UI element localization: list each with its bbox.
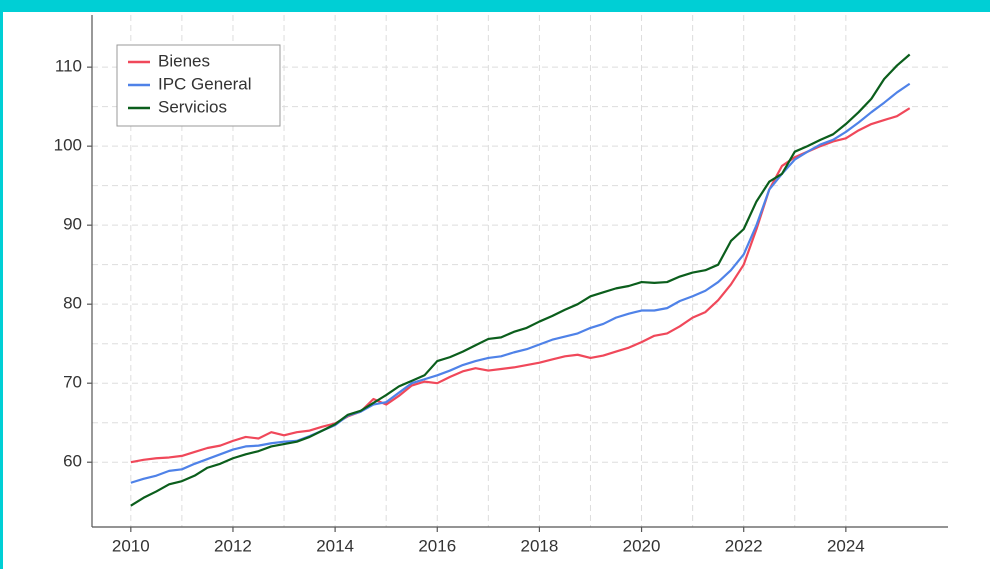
x-tick-label: 2012	[214, 536, 252, 555]
legend-label: IPC General	[158, 74, 252, 93]
x-tick-label: 2014	[316, 536, 354, 555]
y-tick-label: 70	[63, 373, 82, 392]
series-line	[130, 82, 911, 484]
series-line	[130, 107, 911, 464]
left-border	[0, 0, 3, 569]
legend-label: Bienes	[158, 51, 210, 70]
y-tick-label: 80	[63, 294, 82, 313]
top-band	[0, 0, 990, 12]
legend-label: Servicios	[158, 97, 227, 116]
x-tick-label: 2016	[418, 536, 456, 555]
x-tick-label: 2010	[112, 536, 150, 555]
y-tick-label: 110	[55, 57, 82, 76]
lines	[130, 53, 911, 507]
y-tick-label: 90	[63, 215, 82, 234]
x-tick-label: 2022	[725, 536, 763, 555]
x-tick-label: 2020	[623, 536, 661, 555]
legend: Bienes IPC General Servicios	[116, 44, 281, 127]
axes: 60 70 80 90 100 110 2010 2012 2014 2016 2018 2020 20…	[54, 15, 948, 555]
series-line	[130, 53, 911, 507]
y-tick-label: 60	[63, 452, 82, 471]
x-tick-label: 2024	[827, 536, 865, 555]
y-tick-label: 100	[54, 136, 82, 155]
x-tick-label: 2018	[520, 536, 558, 555]
